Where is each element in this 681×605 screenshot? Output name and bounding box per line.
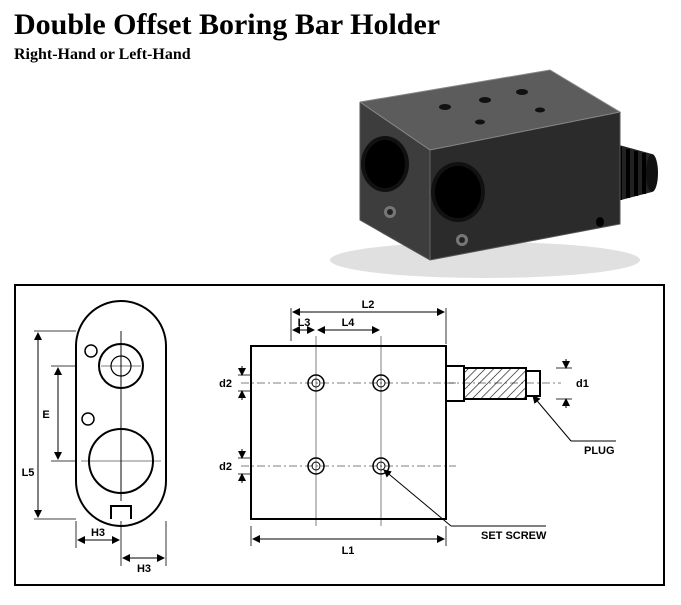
dim-label-L4: L4 [342, 317, 356, 329]
dim-label-H3-left: H3 [91, 527, 105, 539]
dim-label-d2-upper: d2 [219, 378, 232, 390]
product-render-image [290, 42, 670, 292]
dim-label-H3-right: H3 [137, 563, 151, 575]
dim-label-d1: d1 [576, 378, 589, 390]
dim-label-L3: L3 [298, 317, 311, 329]
technical-drawing-svg: E L5 H3 H3 [16, 286, 663, 584]
dim-label-d2-lower: d2 [219, 461, 232, 473]
technical-drawing-panel: E L5 H3 H3 [14, 284, 665, 586]
dim-label-L1: L1 [342, 545, 355, 557]
page-subtitle: Right-Hand or Left-Hand [14, 46, 191, 64]
leader-label-plug: PLUG [584, 445, 615, 457]
dim-label-L5: L5 [22, 467, 35, 479]
end-view: E L5 H3 H3 [22, 301, 166, 575]
dim-label-E: E [42, 409, 49, 421]
side-view: L2 L3 L4 d2 d2 d1 [219, 299, 616, 557]
dim-label-L2: L2 [362, 299, 375, 311]
leader-label-setscrew: SET SCREW [481, 530, 547, 542]
page-title: Double Offset Boring Bar Holder [14, 8, 440, 42]
